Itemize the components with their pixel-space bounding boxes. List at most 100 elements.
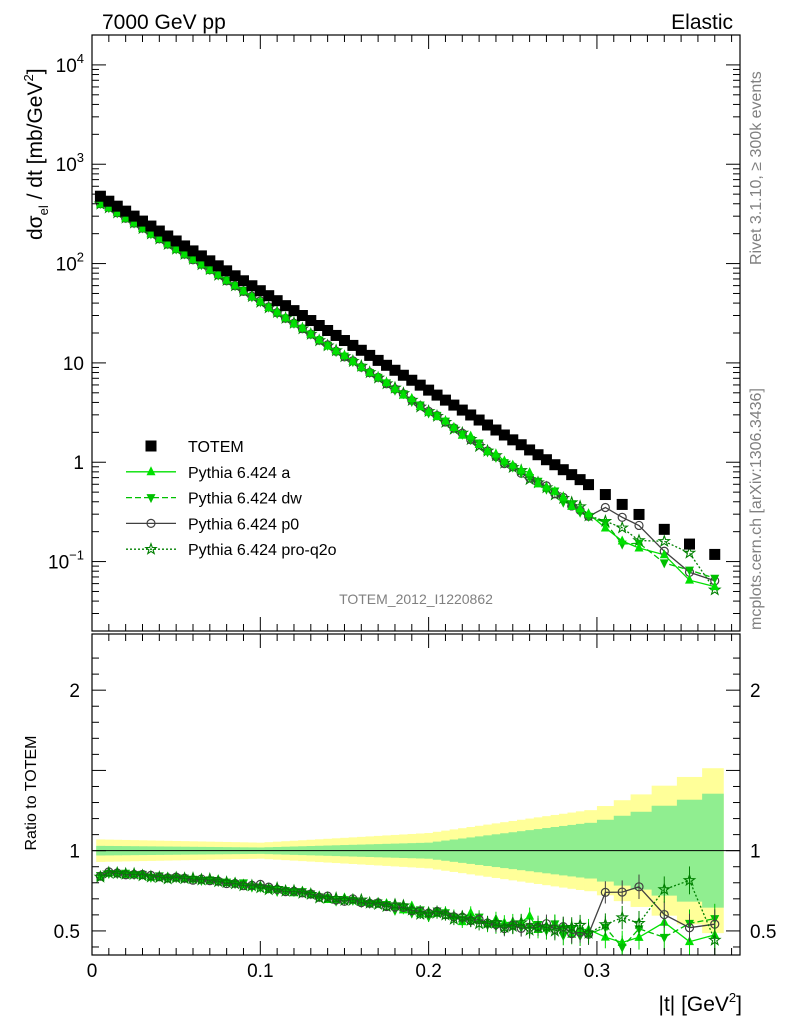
totem-point <box>540 454 552 466</box>
pythia-6-424-dw-ratio-point <box>659 933 669 943</box>
pythia-6-424-pro-q2o-ratio-point <box>295 885 310 899</box>
totem-point <box>296 310 308 322</box>
totem-point <box>439 394 451 406</box>
pythia-6-424-a-point <box>222 274 232 284</box>
pythia-6-424-pro-q2o-ratio-point <box>127 866 141 880</box>
totem-point <box>288 305 300 317</box>
totem-point <box>204 255 216 267</box>
totem-point <box>347 339 359 351</box>
pythia-6-424-pro-q2o-ratio-point <box>202 872 217 886</box>
pythia-6-424-pro-q2o-ratio-point <box>396 898 411 912</box>
pythia-6-424-a-point <box>281 312 291 322</box>
pythia-6-424-dw-point <box>558 498 568 508</box>
pythia-6-424-a-ratio-point <box>525 910 535 920</box>
mcplots-label: mcplots.cern.ch [arXiv:1306.3436] <box>748 388 765 630</box>
totem-point <box>212 260 224 272</box>
ratio-panel-frame <box>91 633 741 956</box>
pythia-6-424-pro-q2o-ratio-point <box>261 882 276 896</box>
totem-point <box>456 404 468 416</box>
pythia-6-424-a-point <box>508 459 518 469</box>
pythia-6-424-a-point <box>525 467 535 477</box>
pythia-6-424-pro-q2o-ratio-point <box>379 898 394 913</box>
main-panel: TOTEM_2012_I1220862 10−1 1 10 102 103 104 dσe… <box>21 34 741 632</box>
pythia-6-424-a-point <box>449 421 459 431</box>
pythia-6-424-a-point <box>550 485 560 495</box>
pythia-6-424-a-point <box>163 238 173 248</box>
pythia-6-424-a-point <box>365 366 375 376</box>
totem-point <box>263 290 275 302</box>
pythia-6-424-a-point <box>323 340 333 350</box>
totem-point <box>524 444 536 456</box>
totem-point <box>229 270 241 282</box>
legend-marker <box>146 518 156 529</box>
pythia-6-424-a-point <box>390 383 400 393</box>
totem-point <box>633 508 645 520</box>
pythia-6-424-pro-q2o-ratio-point <box>514 915 528 929</box>
pythia-6-424-p0-point <box>600 502 610 513</box>
totem-point <box>482 419 494 431</box>
pythia-6-424-a-point <box>180 248 190 258</box>
totem-point <box>170 235 182 247</box>
legend-label: Pythia 6.424 a <box>188 465 290 482</box>
pythia-6-424-pro-q2o-ratio-point <box>438 907 453 921</box>
ratio-y-tick-label-right: 1 <box>750 842 761 863</box>
legend: TOTEM Pythia 6.424 a Pythia 6.424 dw Pythia… <box>126 439 337 559</box>
totem-point <box>305 315 317 327</box>
pythia-6-424-a-point <box>466 430 476 440</box>
pythia-6-424-a-point <box>483 445 493 455</box>
totem-point <box>120 205 132 217</box>
pythia-6-424-a-point <box>617 535 627 545</box>
ratio-y-tick-label-right: 2 <box>750 681 761 702</box>
totem-point <box>128 210 140 222</box>
totem-point <box>599 489 611 501</box>
pythia-6-424-pro-q2o-ratio-point <box>219 875 234 889</box>
pythia-6-424-a-point <box>171 243 181 253</box>
pythia-6-424-a-point <box>457 429 467 439</box>
totem-point <box>271 295 283 307</box>
totem-point <box>406 374 418 386</box>
pythia-6-424-pro-q2o-ratio-point <box>489 915 503 929</box>
totem-point <box>355 344 367 356</box>
pythia-6-424-pro-q2o-ratio-point <box>287 883 301 897</box>
pythia-6-424-a-point <box>205 264 215 274</box>
pythia-6-424-pro-q2o-ratio-point <box>682 873 697 887</box>
totem-point <box>221 265 233 277</box>
totem-point <box>136 215 148 227</box>
pythia-6-424-a-point <box>584 508 594 518</box>
pythia-6-424-a-point <box>255 295 265 305</box>
totem-point <box>507 434 519 446</box>
totem-point <box>195 250 207 262</box>
main-y-tick-label: 104 <box>56 51 84 77</box>
pythia-6-424-a-point <box>348 355 358 365</box>
main-y-tick-label: 10−1 <box>48 548 84 574</box>
pythia-6-424-pro-q2o-ratio-point <box>253 880 268 894</box>
legend-label: TOTEM <box>188 439 244 456</box>
totem-point <box>364 349 376 361</box>
pythia-6-424-a-point <box>188 253 198 263</box>
pythia-6-424-pro-q2o-ratio-point <box>598 917 613 931</box>
analysis-watermark: TOTEM_2012_I1220862 <box>339 591 493 607</box>
pythia-6-424-dw-point <box>525 473 535 483</box>
pythia-6-424-a-point <box>196 258 206 268</box>
pythia-6-424-a-point <box>247 291 257 301</box>
totem-point <box>103 195 115 207</box>
x-tick-label: 0.2 <box>415 961 441 982</box>
totem-point <box>709 548 721 560</box>
pythia-6-424-pro-q2o-ratio-point <box>245 878 259 892</box>
pythia-6-424-pro-q2o-ratio-point <box>211 874 226 888</box>
pythia-6-424-a-point <box>541 481 551 491</box>
pythia-6-424-p0-ratio-point <box>600 887 610 898</box>
pythia-6-424-a-point <box>95 198 105 208</box>
main-y-axis-label: dσel / dt [mb/GeV2] <box>21 68 51 240</box>
ratio-y-tick-label-left: 2 <box>69 681 80 702</box>
totem-point <box>515 439 527 451</box>
totem-point <box>246 280 258 292</box>
pythia-6-424-pro-q2o-ratio-point <box>304 887 318 900</box>
ratio-panel: 0.5 0.5 1 1 2 2 0 0.1 0.2 0.3 Ratio to TOTEM |t|… <box>23 633 776 1016</box>
pythia-6-424-pro-q2o-ratio-point <box>110 865 125 880</box>
pythia-6-424-a-point <box>129 217 139 227</box>
main-y-tick-label: 103 <box>56 150 84 176</box>
pythia-6-424-a-point <box>238 285 248 295</box>
pythia-6-424-a-point <box>415 400 425 410</box>
pythia-6-424-pro-q2o-ratio-point <box>522 922 537 936</box>
